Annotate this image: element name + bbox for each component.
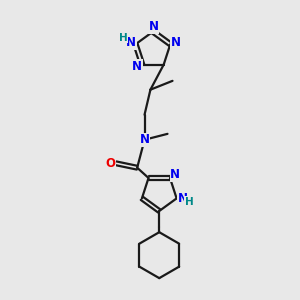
- Text: N: N: [140, 133, 149, 146]
- Text: N: N: [132, 60, 142, 73]
- Text: O: O: [105, 157, 115, 170]
- Text: N: N: [178, 192, 188, 205]
- Text: N: N: [170, 168, 180, 181]
- Text: N: N: [126, 36, 136, 49]
- Text: N: N: [171, 36, 181, 49]
- Text: H: H: [185, 197, 194, 207]
- Text: H: H: [119, 33, 128, 43]
- Text: N: N: [148, 20, 158, 33]
